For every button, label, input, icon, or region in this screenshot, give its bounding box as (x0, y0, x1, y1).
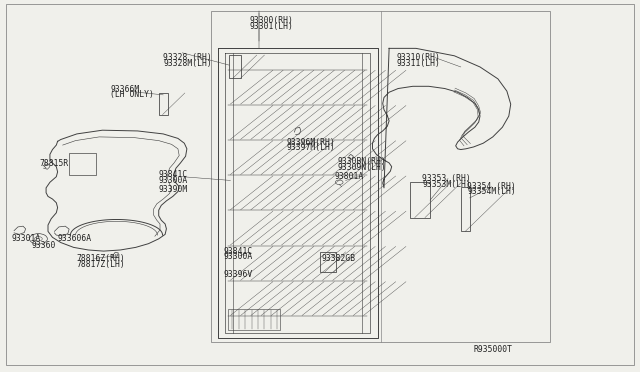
Text: 93354M(LH): 93354M(LH) (467, 187, 516, 196)
Text: 93382GB: 93382GB (321, 254, 355, 263)
Text: 93353M(LH): 93353M(LH) (422, 180, 471, 189)
Text: 93300A: 93300A (159, 176, 188, 185)
Bar (320, 252, 336, 272)
Text: 93390M: 93390M (159, 185, 188, 194)
Text: 93841C: 93841C (159, 170, 188, 179)
Bar (410, 182, 430, 218)
Text: 93309N(LH): 93309N(LH) (338, 163, 387, 172)
Text: 78817Z(LH): 78817Z(LH) (77, 260, 125, 269)
Text: 93301(LH): 93301(LH) (250, 22, 294, 31)
Text: 93396V: 93396V (224, 270, 253, 279)
Text: 93300A: 93300A (224, 252, 253, 261)
Text: 93300(RH): 93300(RH) (250, 16, 294, 25)
Text: 933606A: 933606A (58, 234, 92, 243)
Text: 93397M(LH): 93397M(LH) (287, 143, 335, 152)
Text: 93396M(RH): 93396M(RH) (287, 138, 335, 147)
Text: R935000T: R935000T (474, 345, 513, 354)
Text: 93301A: 93301A (12, 234, 41, 243)
Text: 93366M: 93366M (110, 85, 140, 94)
Text: 93360: 93360 (32, 241, 56, 250)
Text: 93328 (RH): 93328 (RH) (163, 53, 212, 62)
Text: 93354 (RH): 93354 (RH) (467, 182, 516, 190)
Text: 93310(RH): 93310(RH) (397, 53, 441, 62)
Bar (461, 187, 470, 231)
Text: 93328M(LH): 93328M(LH) (163, 59, 212, 68)
Bar (159, 93, 168, 115)
Text: 9330BN(RH): 9330BN(RH) (338, 157, 387, 166)
Text: (LH ONLY): (LH ONLY) (110, 90, 154, 99)
Text: 93801A: 93801A (334, 172, 364, 181)
Bar (228, 309, 280, 330)
Bar (69, 153, 96, 175)
Text: 93311(LH): 93311(LH) (397, 59, 441, 68)
Bar (211, 11, 550, 342)
Text: 78815R: 78815R (40, 159, 69, 168)
Text: 78816Z(RH): 78816Z(RH) (77, 254, 125, 263)
Bar (229, 55, 241, 78)
Text: 93841C: 93841C (224, 247, 253, 256)
Text: 93353 (RH): 93353 (RH) (422, 174, 471, 183)
